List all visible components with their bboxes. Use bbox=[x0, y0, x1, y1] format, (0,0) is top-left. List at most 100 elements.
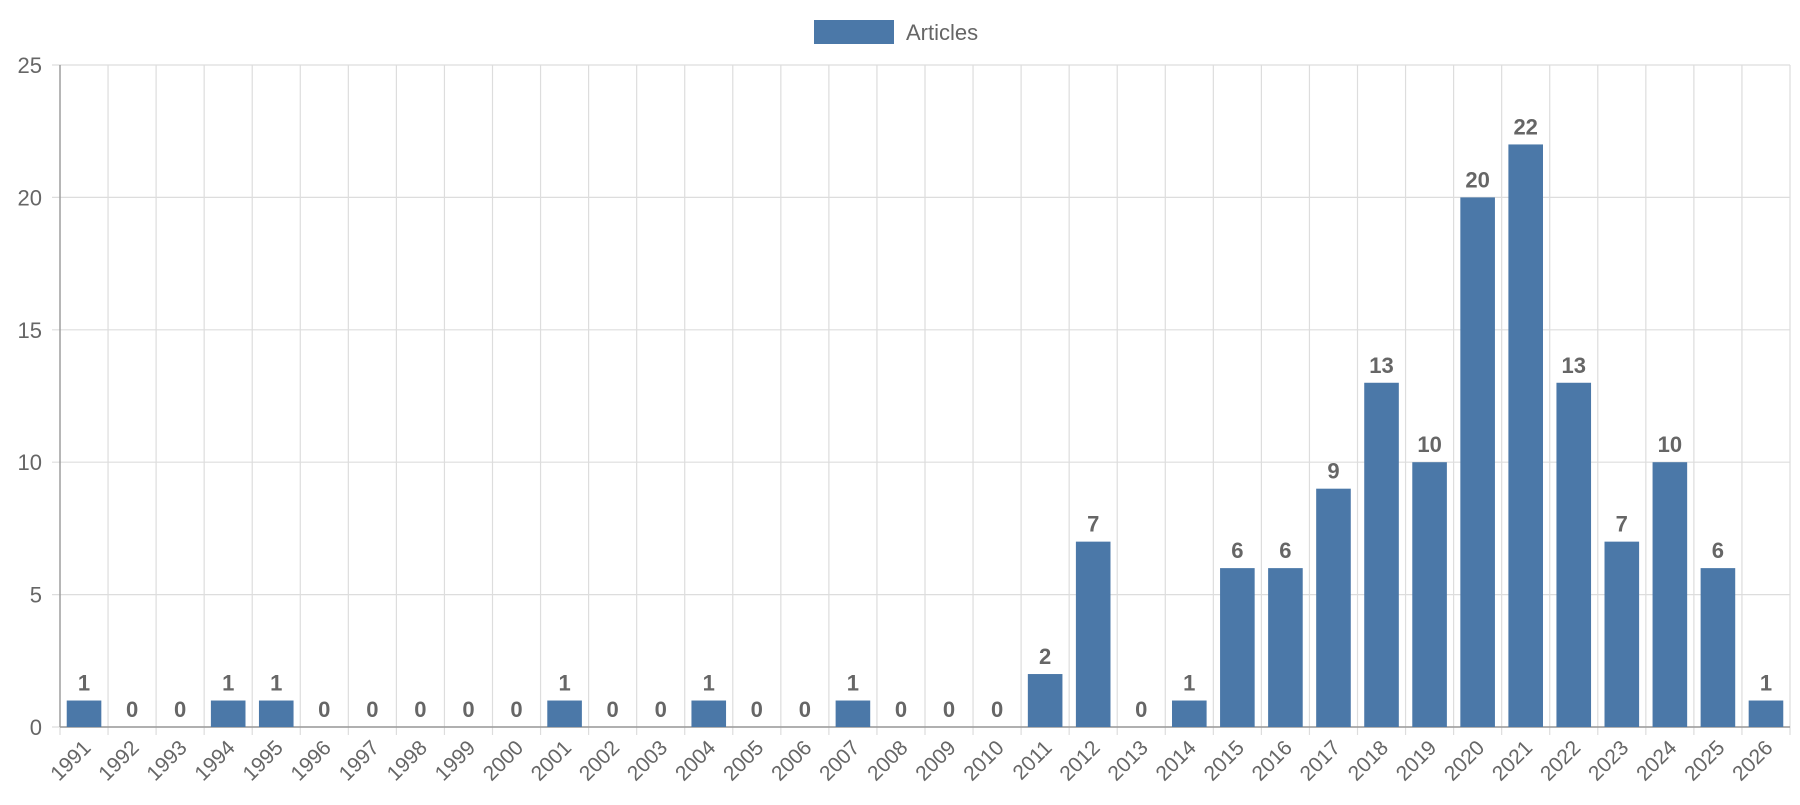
data-label-2025: 6 bbox=[1712, 538, 1724, 563]
data-label-2014: 1 bbox=[1183, 671, 1195, 696]
x-tick-label: 2003 bbox=[623, 736, 672, 785]
x-tick-label: 2002 bbox=[575, 736, 624, 785]
x-tick-label: 1991 bbox=[46, 736, 95, 785]
x-tick-label: 2008 bbox=[863, 736, 912, 785]
x-tick-label: 2021 bbox=[1488, 736, 1537, 785]
data-label-1997: 0 bbox=[366, 697, 378, 722]
data-label-2026: 1 bbox=[1760, 671, 1772, 696]
y-axis-ticks: 0 5 10 15 20 25 bbox=[18, 53, 42, 740]
y-tick-label: 15 bbox=[18, 318, 42, 343]
bar-2014[interactable] bbox=[1172, 700, 1207, 727]
data-label-2005: 0 bbox=[751, 697, 763, 722]
x-tick-label: 1993 bbox=[142, 736, 191, 785]
x-tick-label: 2000 bbox=[479, 736, 528, 785]
data-label-2019: 10 bbox=[1417, 432, 1441, 457]
bar-2004[interactable] bbox=[691, 700, 727, 727]
data-label-2017: 9 bbox=[1327, 459, 1339, 484]
data-label-2022: 13 bbox=[1562, 353, 1586, 378]
data-label-2012: 7 bbox=[1087, 512, 1099, 537]
data-label-1999: 0 bbox=[462, 697, 474, 722]
data-label-1996: 0 bbox=[318, 697, 330, 722]
x-tick-label: 2023 bbox=[1584, 736, 1633, 785]
data-label-2009: 0 bbox=[943, 697, 955, 722]
bar-2017[interactable] bbox=[1316, 488, 1351, 727]
bar-2026[interactable] bbox=[1748, 700, 1784, 727]
x-tick-label: 1998 bbox=[383, 736, 432, 785]
bar-2021[interactable] bbox=[1508, 144, 1543, 727]
x-tick-label: 2009 bbox=[911, 736, 960, 785]
x-tick-label: 2026 bbox=[1728, 736, 1777, 785]
x-tick-label: 2005 bbox=[719, 736, 768, 785]
bar-1994[interactable] bbox=[210, 700, 246, 727]
data-label-2020: 20 bbox=[1465, 167, 1489, 192]
x-tick-label: 2007 bbox=[815, 736, 864, 785]
bars bbox=[66, 144, 1784, 727]
x-tick-label: 2022 bbox=[1536, 736, 1585, 785]
data-label-2021: 22 bbox=[1513, 114, 1537, 139]
y-tick-label: 0 bbox=[30, 715, 42, 740]
data-label-2001: 1 bbox=[558, 671, 570, 696]
bar-2025[interactable] bbox=[1700, 568, 1736, 727]
bar-2018[interactable] bbox=[1364, 382, 1399, 727]
data-label-2023: 7 bbox=[1616, 512, 1628, 537]
data-label-2016: 6 bbox=[1279, 538, 1291, 563]
x-tick-label: 1999 bbox=[431, 736, 480, 785]
x-tick-label: 1994 bbox=[190, 736, 240, 786]
data-label-1994: 1 bbox=[222, 671, 234, 696]
x-tick-label: 2019 bbox=[1392, 736, 1441, 785]
bar-2022[interactable] bbox=[1556, 382, 1592, 727]
x-tick-label: 2017 bbox=[1296, 736, 1345, 785]
x-tick-label: 2011 bbox=[1008, 736, 1056, 784]
legend-swatch[interactable] bbox=[814, 20, 894, 44]
bar-1991[interactable] bbox=[66, 700, 102, 727]
axes bbox=[59, 65, 1790, 728]
data-label-1995: 1 bbox=[270, 671, 282, 696]
data-label-1991: 1 bbox=[78, 671, 90, 696]
data-label-2018: 13 bbox=[1369, 353, 1393, 378]
bar-2024[interactable] bbox=[1652, 462, 1688, 727]
data-label-1992: 0 bbox=[126, 697, 138, 722]
grid-lines bbox=[52, 64, 1791, 735]
data-label-2004: 1 bbox=[703, 671, 715, 696]
bar-2015[interactable] bbox=[1220, 568, 1255, 727]
bar-2023[interactable] bbox=[1604, 541, 1640, 727]
data-label-2000: 0 bbox=[510, 697, 522, 722]
data-label-2011: 2 bbox=[1039, 644, 1051, 669]
bar-2020[interactable] bbox=[1460, 197, 1495, 727]
x-tick-label: 2024 bbox=[1632, 736, 1682, 786]
x-tick-label: 1996 bbox=[287, 736, 336, 785]
x-tick-label: 1992 bbox=[94, 736, 143, 785]
bar-2001[interactable] bbox=[547, 700, 582, 727]
x-tick-label: 2010 bbox=[959, 736, 1008, 785]
x-tick-label: 1997 bbox=[335, 736, 384, 785]
data-label-2008: 0 bbox=[895, 697, 907, 722]
data-label-2010: 0 bbox=[991, 697, 1003, 722]
x-tick-label: 2012 bbox=[1055, 736, 1104, 785]
bar-2012[interactable] bbox=[1075, 541, 1111, 727]
legend-label[interactable]: Articles bbox=[906, 20, 978, 45]
x-tick-label: 2014 bbox=[1152, 736, 1202, 786]
bar-1995[interactable] bbox=[258, 700, 294, 727]
data-label-2006: 0 bbox=[799, 697, 811, 722]
x-tick-label: 2015 bbox=[1200, 736, 1249, 785]
bar-2007[interactable] bbox=[835, 700, 871, 727]
bar-2011[interactable] bbox=[1027, 674, 1063, 727]
data-label-2015: 6 bbox=[1231, 538, 1243, 563]
data-label-2013: 0 bbox=[1135, 697, 1147, 722]
x-tick-label: 2020 bbox=[1440, 736, 1489, 785]
bar-2019[interactable] bbox=[1412, 462, 1447, 727]
x-tick-label: 2025 bbox=[1680, 736, 1729, 785]
legend[interactable]: Articles bbox=[814, 20, 978, 45]
y-tick-label: 25 bbox=[18, 53, 42, 78]
data-label-2003: 0 bbox=[655, 697, 667, 722]
x-tick-label: 2006 bbox=[767, 736, 816, 785]
x-tick-label: 2004 bbox=[671, 736, 721, 786]
bar-2016[interactable] bbox=[1268, 568, 1303, 727]
y-tick-label: 10 bbox=[18, 450, 42, 475]
x-tick-label: 2013 bbox=[1103, 736, 1152, 785]
x-tick-label: 2001 bbox=[527, 736, 576, 785]
data-label-1993: 0 bbox=[174, 697, 186, 722]
